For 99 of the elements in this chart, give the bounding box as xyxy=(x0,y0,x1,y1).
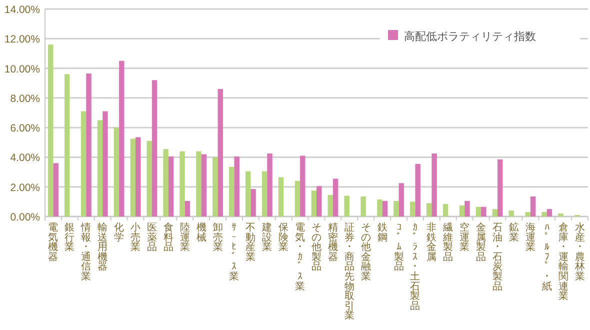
x-tick-label: その他金融業 xyxy=(360,222,371,282)
bar xyxy=(530,196,536,216)
bar xyxy=(558,214,564,216)
category-label: ｶﾞﾗｽ･土石製品 xyxy=(410,222,420,312)
bar xyxy=(97,120,103,216)
bar xyxy=(377,199,382,216)
x-tick-label: その他製品 xyxy=(312,222,322,273)
bar xyxy=(119,60,124,216)
bar xyxy=(476,206,482,216)
x-tick-label: 鉄鋼 xyxy=(377,222,388,244)
bar xyxy=(410,202,416,216)
bar xyxy=(278,177,284,216)
bar xyxy=(80,111,86,216)
bar xyxy=(180,151,185,216)
bar xyxy=(64,74,70,216)
x-tick-label: 電気機器 xyxy=(48,222,58,263)
x-tick-label: 不動産業 xyxy=(246,222,256,263)
bar xyxy=(394,200,399,216)
bar xyxy=(48,44,54,216)
bar xyxy=(481,206,486,216)
bar xyxy=(184,200,190,216)
x-tick-label: 水産･農林業 xyxy=(574,222,585,282)
y-tick-label: 4.00% xyxy=(10,152,40,164)
bar xyxy=(492,209,498,216)
bar xyxy=(229,166,234,216)
x-tick-label: 鉱業 xyxy=(508,222,519,244)
bar xyxy=(86,73,92,216)
x-tick-label: 銀行業 xyxy=(64,222,75,254)
bar xyxy=(294,180,300,216)
bar xyxy=(382,200,388,216)
bar xyxy=(212,157,218,216)
x-tick-label: ｻｰﾋﾞｽ業 xyxy=(229,222,240,282)
bar xyxy=(163,149,168,216)
bar xyxy=(360,196,366,216)
y-tick-label: 0.00% xyxy=(10,212,40,224)
x-tick-label: 保険業 xyxy=(278,222,289,254)
bar xyxy=(250,189,256,216)
bar xyxy=(332,178,338,216)
bar xyxy=(464,200,470,216)
bar xyxy=(146,140,152,216)
y-tick-label: 8.00% xyxy=(10,92,40,105)
legend-label: 高配低ボラティリティ指数 xyxy=(404,30,536,43)
bar xyxy=(525,212,530,216)
bar xyxy=(168,156,174,216)
x-tick-label: 石油･石炭製品 xyxy=(492,222,502,292)
bar xyxy=(114,128,120,216)
x-tick-label: 海運業 xyxy=(525,222,536,254)
bar xyxy=(328,195,333,216)
x-tick-label: 精密機器 xyxy=(328,222,338,263)
bar xyxy=(426,203,432,216)
bar xyxy=(234,156,240,216)
bar xyxy=(267,154,272,216)
x-tick-label: ｺﾞﾑ製品 xyxy=(394,222,404,273)
bar xyxy=(245,171,251,216)
x-tick-label: 建設業 xyxy=(261,222,272,254)
bar xyxy=(415,164,420,216)
x-tick-label: 情報･通信業 xyxy=(80,222,92,282)
bar xyxy=(262,171,268,216)
x-tick-label: 食料品 xyxy=(163,222,174,254)
bar xyxy=(344,196,350,216)
bar xyxy=(130,138,136,216)
x-tick-label: 倉庫･運輸関連業 xyxy=(558,222,568,302)
x-tick-label: 金属製品 xyxy=(476,222,486,263)
bar xyxy=(152,80,158,216)
category-label: 証券･商品先物取引業 xyxy=(344,222,354,322)
y-tick-label: 2.00% xyxy=(10,182,40,194)
x-tick-label: 輸送用機器 xyxy=(98,222,108,273)
bar xyxy=(53,163,58,216)
bar xyxy=(201,154,207,216)
x-tick-label: 機械 xyxy=(196,222,206,244)
bar xyxy=(196,151,202,216)
bar xyxy=(300,156,306,216)
x-tick-label: 化学 xyxy=(114,222,124,244)
x-tick-label: 繊維製品 xyxy=(442,222,454,263)
bar xyxy=(442,204,448,216)
bar xyxy=(136,137,141,216)
bar xyxy=(218,89,223,216)
bar xyxy=(546,209,552,216)
bar xyxy=(316,186,322,216)
x-tick-label: 卸売業 xyxy=(212,222,223,254)
bar xyxy=(102,111,108,216)
x-tick-label: 電気･ｶﾞｽ業 xyxy=(295,222,306,292)
bar xyxy=(498,159,503,216)
y-tick-label: 12.00% xyxy=(4,34,40,46)
bar xyxy=(459,205,465,216)
x-tick-label: 小売業 xyxy=(130,222,140,254)
x-tick-label: 陸運業 xyxy=(180,222,190,254)
bar xyxy=(398,183,404,216)
y-tick-label: 14.00% xyxy=(4,4,40,16)
bar xyxy=(508,210,514,216)
bar xyxy=(432,154,437,216)
x-tick-label: 非鉄金属 xyxy=(426,222,437,263)
x-tick-label: 空運業 xyxy=(460,222,470,254)
bar xyxy=(542,212,547,216)
bar xyxy=(311,190,316,216)
x-tick-label: ﾊﾟﾙﾌﾟ･紙 xyxy=(542,222,552,292)
y-tick-label: 10.00% xyxy=(4,63,40,76)
x-tick-label: 医薬品 xyxy=(146,222,157,254)
y-tick-label: 6.00% xyxy=(10,122,40,135)
